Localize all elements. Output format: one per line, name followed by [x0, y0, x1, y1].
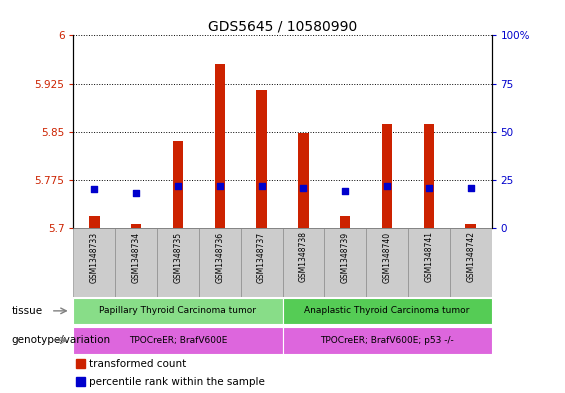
Text: GSM1348733: GSM1348733 [90, 231, 99, 283]
Bar [73, 298, 282, 324]
Bar [157, 228, 199, 297]
Bar [298, 133, 308, 228]
Text: GSM1348738: GSM1348738 [299, 231, 308, 283]
Text: GSM1348740: GSM1348740 [383, 231, 392, 283]
Bar [131, 224, 141, 228]
Bar [73, 327, 282, 354]
Text: GDS5645 / 10580990: GDS5645 / 10580990 [208, 20, 357, 34]
Text: GSM1348742: GSM1348742 [466, 231, 475, 283]
Bar [241, 228, 282, 297]
Point [90, 186, 99, 193]
Text: tissue: tissue [11, 306, 42, 316]
Point [341, 188, 350, 195]
Text: TPOCreER; BrafV600E; p53 -/-: TPOCreER; BrafV600E; p53 -/- [320, 336, 454, 345]
Bar [89, 217, 99, 228]
Text: TPOCreER; BrafV600E: TPOCreER; BrafV600E [129, 336, 227, 345]
Bar [73, 228, 115, 297]
Point [383, 182, 392, 189]
Bar [450, 228, 492, 297]
Point [132, 190, 141, 196]
Bar [215, 64, 225, 228]
Bar [115, 228, 157, 297]
Bar [382, 124, 392, 228]
Bar [340, 217, 350, 228]
Bar [282, 298, 492, 324]
Point [173, 182, 182, 189]
Text: GSM1348737: GSM1348737 [257, 231, 266, 283]
Text: GSM1348734: GSM1348734 [132, 231, 141, 283]
Bar [282, 228, 324, 297]
Bar [424, 124, 434, 228]
Bar [466, 224, 476, 228]
Bar [324, 228, 366, 297]
Text: genotype/variation: genotype/variation [11, 335, 110, 345]
Point [466, 184, 475, 191]
Text: GSM1348735: GSM1348735 [173, 231, 182, 283]
Bar [257, 90, 267, 228]
Point [299, 184, 308, 191]
Text: GSM1348736: GSM1348736 [215, 231, 224, 283]
Bar [173, 141, 183, 228]
Text: transformed count: transformed count [89, 359, 186, 369]
Bar [366, 228, 408, 297]
Text: Anaplastic Thyroid Carcinoma tumor: Anaplastic Thyroid Carcinoma tumor [305, 307, 470, 315]
Bar [199, 228, 241, 297]
Text: GSM1348741: GSM1348741 [424, 231, 433, 283]
Point [257, 182, 266, 189]
Point [215, 182, 224, 189]
Bar [408, 228, 450, 297]
Point [424, 184, 433, 191]
Bar [76, 377, 85, 386]
Text: percentile rank within the sample: percentile rank within the sample [89, 377, 265, 387]
Text: Papillary Thyroid Carcinoma tumor: Papillary Thyroid Carcinoma tumor [99, 307, 257, 315]
Text: GSM1348739: GSM1348739 [341, 231, 350, 283]
Bar [76, 359, 85, 368]
Bar [282, 327, 492, 354]
